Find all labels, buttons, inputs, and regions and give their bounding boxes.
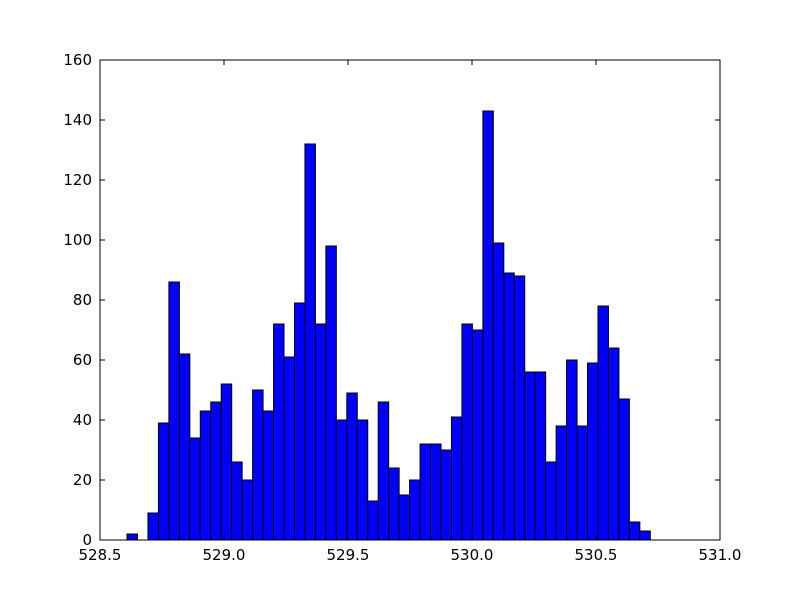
- histogram-bar: [178, 353, 191, 541]
- histogram-bar: [534, 371, 547, 541]
- histogram-bar: [545, 461, 557, 541]
- x-tick-label: 530.0: [451, 546, 494, 564]
- histogram-bar: [430, 443, 442, 541]
- histogram-bar: [293, 302, 306, 541]
- histogram-bar: [461, 323, 473, 541]
- histogram-bar: [566, 359, 578, 541]
- histogram-bar: [157, 422, 170, 541]
- histogram-bar: [503, 272, 515, 541]
- histogram-bar: [524, 371, 536, 541]
- histogram-bar: [450, 416, 463, 541]
- y-tick-label: 0: [82, 531, 92, 549]
- histogram-bar: [587, 362, 599, 541]
- histogram-bar: [168, 281, 180, 541]
- histogram-bar: [356, 419, 369, 541]
- histogram-bar: [126, 533, 138, 541]
- histogram-bar: [377, 401, 390, 541]
- histogram-bar: [199, 410, 212, 541]
- histogram-bar: [147, 512, 159, 541]
- histogram-bar: [388, 467, 400, 541]
- x-tick-label: 530.5: [575, 546, 618, 564]
- histogram-bar: [555, 425, 568, 541]
- histogram-bar: [409, 479, 421, 541]
- x-tick-label: 529.0: [203, 546, 246, 564]
- histogram-bar: [513, 275, 526, 541]
- histogram-bar: [618, 398, 630, 541]
- histogram-bar: [607, 347, 620, 541]
- histogram-bar: [482, 110, 494, 541]
- histogram-bar: [398, 494, 411, 541]
- histogram-bar: [314, 323, 327, 541]
- histogram-bar: [367, 500, 379, 541]
- y-tick-label: 140: [63, 111, 92, 129]
- histogram-bar: [231, 461, 243, 541]
- histogram-bar: [440, 449, 452, 541]
- histogram-bar: [273, 323, 285, 541]
- x-tick-label: 529.5: [327, 546, 370, 564]
- y-tick-label: 40: [73, 411, 92, 429]
- y-tick-label: 100: [63, 231, 92, 249]
- y-tick-label: 20: [73, 471, 92, 489]
- y-tick-label: 160: [63, 51, 92, 69]
- histogram-bar: [471, 329, 484, 541]
- x-tick-label: 531.0: [699, 546, 742, 564]
- histogram-bar: [304, 143, 316, 541]
- histogram-bar: [210, 401, 222, 541]
- y-tick-label: 80: [73, 291, 92, 309]
- histogram-bar: [597, 305, 609, 541]
- histogram-bar: [419, 443, 432, 541]
- histogram-bar: [220, 383, 233, 541]
- histogram-bar: [346, 392, 358, 541]
- histogram-bar: [628, 521, 641, 541]
- histogram-bar: [335, 419, 348, 541]
- x-tick-label: 528.5: [79, 546, 122, 564]
- histogram-bar: [262, 410, 275, 541]
- histogram-bar: [576, 425, 589, 541]
- histogram-bar: [241, 479, 254, 541]
- histogram-bar: [283, 356, 295, 541]
- histogram-bar: [252, 389, 264, 541]
- histogram-bar: [492, 242, 505, 541]
- histogram-bar: [189, 437, 201, 541]
- y-tick-label: 120: [63, 171, 92, 189]
- histogram-bar: [639, 530, 651, 541]
- y-tick-label: 60: [73, 351, 92, 369]
- histogram-bar: [325, 245, 337, 541]
